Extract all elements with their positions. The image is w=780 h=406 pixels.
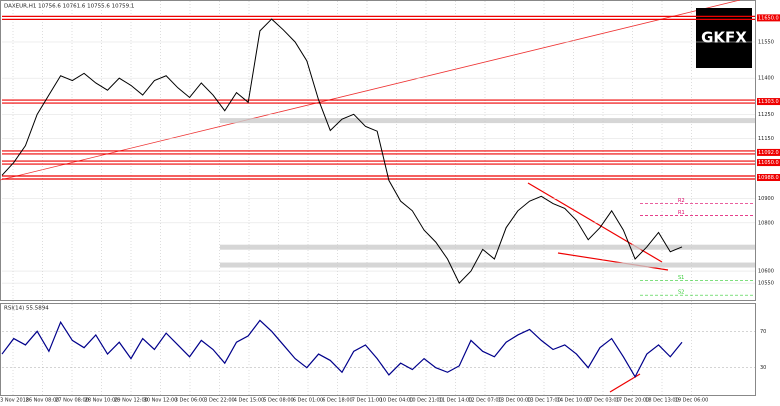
rsi-tick-label: 70: [760, 329, 766, 335]
x-tick-label: 13 Dec 17:00: [527, 398, 561, 404]
y-tick-label: 10900: [758, 196, 774, 202]
x-tick-label: 11 Dec 14:00: [439, 398, 473, 404]
x-tick-label: 18 Dec 13:00: [645, 398, 679, 404]
y-tick-label: 10600: [758, 269, 774, 275]
y-tick-label: 11550: [758, 39, 774, 45]
level-tag: [757, 174, 780, 182]
x-tick-label: 4 Dec 15:00: [234, 398, 264, 404]
logo-box: [696, 8, 752, 68]
x-tick-label: 27 Nov 08:00: [55, 398, 89, 404]
y-tick-label: 11250: [758, 112, 774, 118]
rsi-title: RSI(14) 55.5894: [4, 306, 49, 312]
support-band: [220, 244, 755, 250]
level-label: 11650.0: [758, 15, 779, 21]
rsi-panel: [0, 303, 756, 396]
chart-title: DAXEUR,H1 10756.6 10761.6 10755.6 10759.…: [4, 4, 134, 10]
x-tick-label: 5 Dec 08:00: [263, 398, 293, 404]
level-label: 11092.0: [758, 150, 779, 156]
pivot-label: R2: [678, 198, 685, 204]
x-tick-label: 7 Dec 11:00: [352, 398, 382, 404]
level-label: 11050.0: [758, 160, 779, 166]
rsi-tick-label: 30: [760, 365, 766, 371]
x-tick-label: 14 Dec 10:00: [557, 398, 591, 404]
support-band: [220, 262, 755, 268]
level-label: 11303.0: [758, 99, 779, 105]
x-tick-label: 19 Dec 06:00: [675, 398, 709, 404]
y-tick-label: 11150: [758, 136, 774, 142]
x-tick-label: 29 Nov 12:00: [114, 398, 148, 404]
x-tick-label: 17 Dec 20:00: [616, 398, 650, 404]
x-tick-label: 26 Nov 08:00: [26, 398, 60, 404]
pivot-label: R1: [678, 210, 685, 216]
x-tick-label: 28 Nov 10:00: [85, 398, 119, 404]
x-tick-label: 17 Dec 03:00: [586, 398, 620, 404]
rsi-line: [1, 319, 683, 379]
y-tick-label: 10550: [758, 281, 774, 287]
x-tick-label: 6 Dec 01:00: [293, 398, 323, 404]
x-tick-label: 12 Dec 07:00: [468, 398, 502, 404]
level-tag: [757, 159, 780, 167]
x-tick-label: 6 Dec 18:00: [322, 398, 352, 404]
support-band: [220, 118, 755, 124]
x-tick-label: 30 Nov 12:00: [144, 398, 178, 404]
pivot-label: S2: [678, 290, 684, 296]
trendline: [0, 0, 741, 181]
x-tick-label: 3 Dec 06:00: [175, 398, 205, 404]
x-tick-label: 10 Dec 04:00: [380, 398, 414, 404]
x-tick-label: 23 Nov 2018: [0, 398, 29, 404]
pivot-label: S1: [678, 275, 684, 281]
y-tick-label: 11400: [758, 76, 774, 82]
level-tag: [757, 98, 780, 106]
x-tick-label: 10 Dec 21:00: [409, 398, 443, 404]
level-label: 10988.0: [758, 175, 779, 181]
logo: GKFX: [701, 29, 747, 47]
price-line: [1, 18, 683, 284]
level-tag: [757, 14, 780, 22]
x-tick-label: 13 Dec 00:00: [498, 398, 532, 404]
x-tick-label: 3 Dec 22:00: [204, 398, 234, 404]
y-tick-label: 10800: [758, 220, 774, 226]
level-tag: [757, 148, 780, 156]
